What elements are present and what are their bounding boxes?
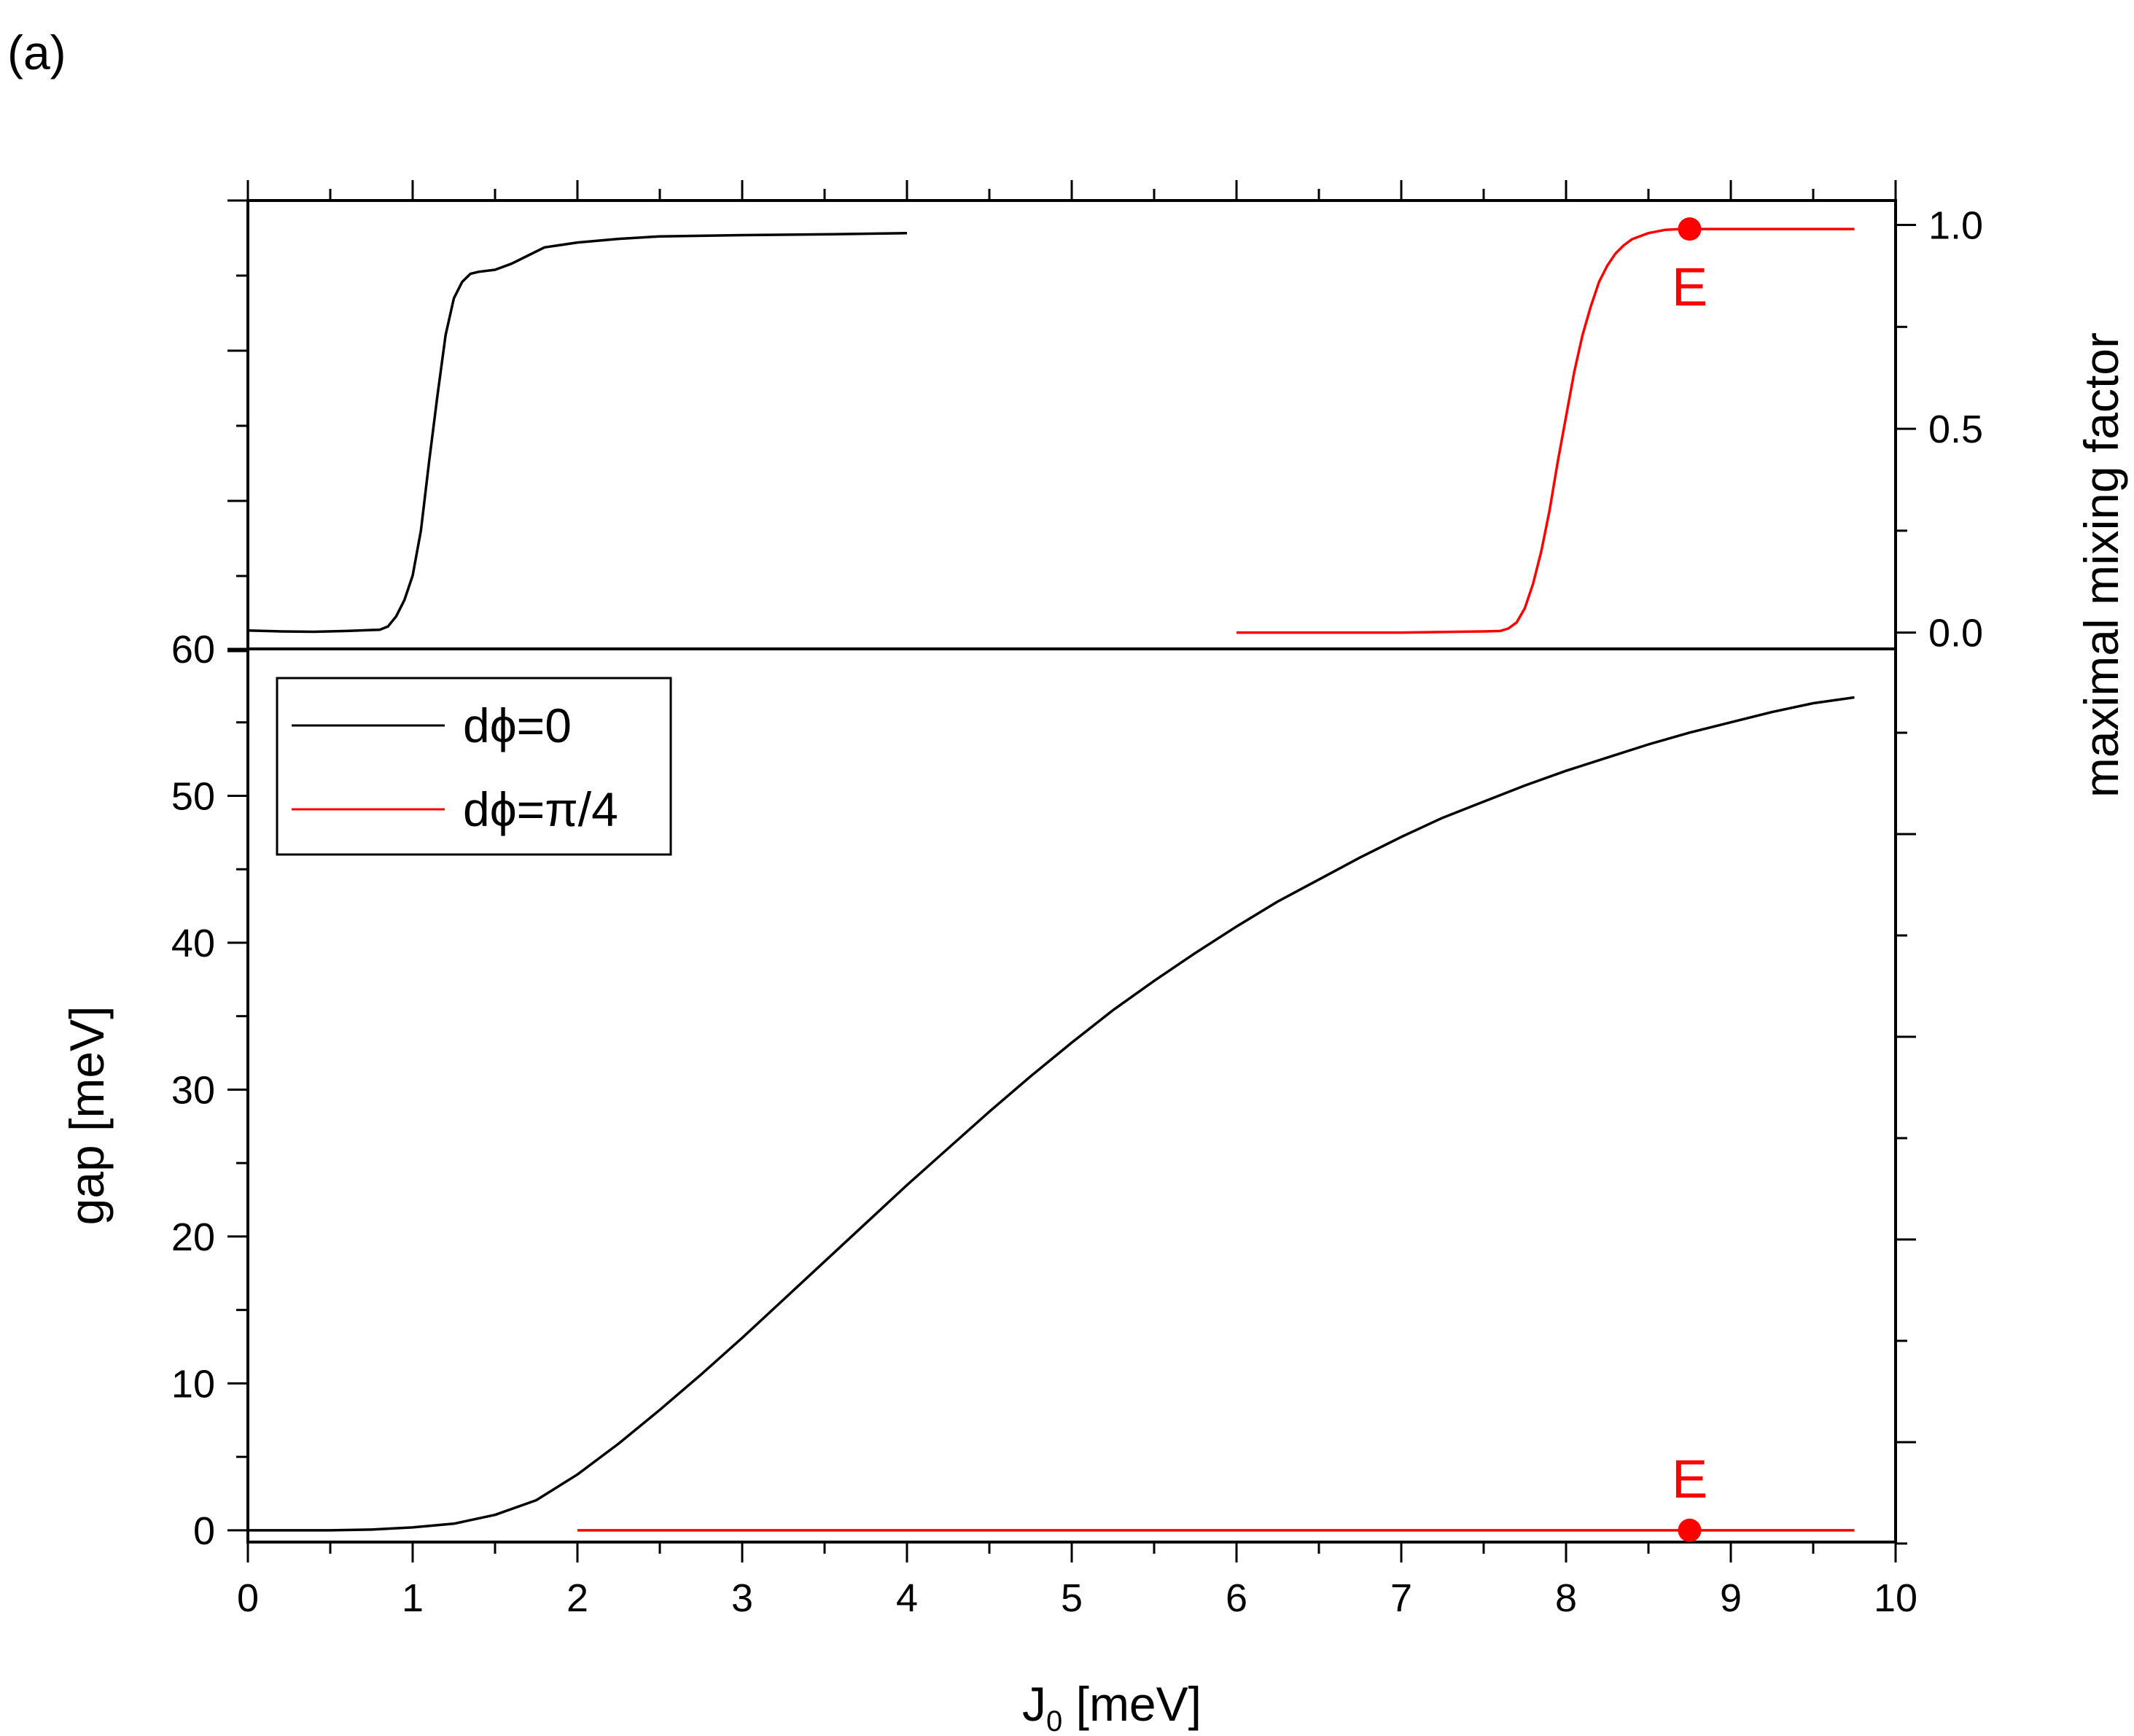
x-axis-title-main: J <box>1022 1677 1046 1731</box>
left-tick-label: 20 <box>171 1215 215 1259</box>
right-tick-label: 0.5 <box>1928 408 1983 451</box>
left-tick-label: 10 <box>171 1362 215 1406</box>
series-line-3-top <box>1237 227 1855 634</box>
legend-box <box>276 677 672 856</box>
plot-frame <box>246 199 1897 1544</box>
left-axis-title: gap [meV] <box>60 1006 114 1226</box>
plot-border <box>246 199 1897 1544</box>
plot-lines <box>247 227 1855 1532</box>
x-tick-label: 10 <box>1874 1576 1917 1620</box>
left-tick-label: 60 <box>171 628 215 672</box>
series-line-2-top <box>247 231 908 634</box>
tick-labels: 0 1 2 3 4 5 6 7 8 9 10 0 10 20 30 40 50 60 0.0 0.5 1.0 <box>171 204 1983 1620</box>
annotation-label-bottom: E <box>1672 1449 1707 1509</box>
annotation-point-bottom <box>1678 1518 1702 1542</box>
x-tick-label: 1 <box>402 1576 424 1620</box>
series-line-0-bottom <box>248 696 1855 1532</box>
x-tick-label: 5 <box>1061 1576 1083 1620</box>
x-tick-label: 7 <box>1390 1576 1412 1620</box>
x-tick-label: 3 <box>731 1576 753 1620</box>
left-tick-label: 50 <box>171 774 215 818</box>
annotation-markers: EE <box>1672 217 1707 1542</box>
x-axis-title-rest: [meV] <box>1062 1677 1202 1731</box>
left-tick-label: 30 <box>171 1068 215 1112</box>
x-tick-label: 4 <box>896 1576 918 1620</box>
x-axis-title-subscript: 0 <box>1046 1705 1062 1736</box>
annotation-point-top <box>1678 217 1702 241</box>
legend: dϕ=0 dϕ=π/4 <box>276 677 672 856</box>
x-tick-label: 6 <box>1226 1576 1247 1620</box>
legend-label-1: dϕ=π/4 <box>463 782 618 836</box>
panel-label: (a) <box>7 26 66 79</box>
left-tick-label: 0 <box>193 1509 215 1553</box>
x-axis-title: J0 [meV] <box>1022 1677 1202 1736</box>
x-tick-label: 9 <box>1720 1576 1742 1620</box>
x-tick-label: 8 <box>1555 1576 1577 1620</box>
axis-ticks <box>227 180 1916 1562</box>
right-axis-title: maximal mixing factor <box>2074 332 2128 798</box>
x-tick-label: 0 <box>237 1576 259 1620</box>
annotation-label-top: E <box>1672 257 1707 317</box>
right-tick-label: 1.0 <box>1928 204 1983 248</box>
legend-label-0: dϕ=0 <box>463 698 572 752</box>
left-tick-label: 40 <box>171 922 215 965</box>
right-tick-label: 0.0 <box>1928 612 1983 655</box>
x-tick-label: 2 <box>566 1576 588 1620</box>
